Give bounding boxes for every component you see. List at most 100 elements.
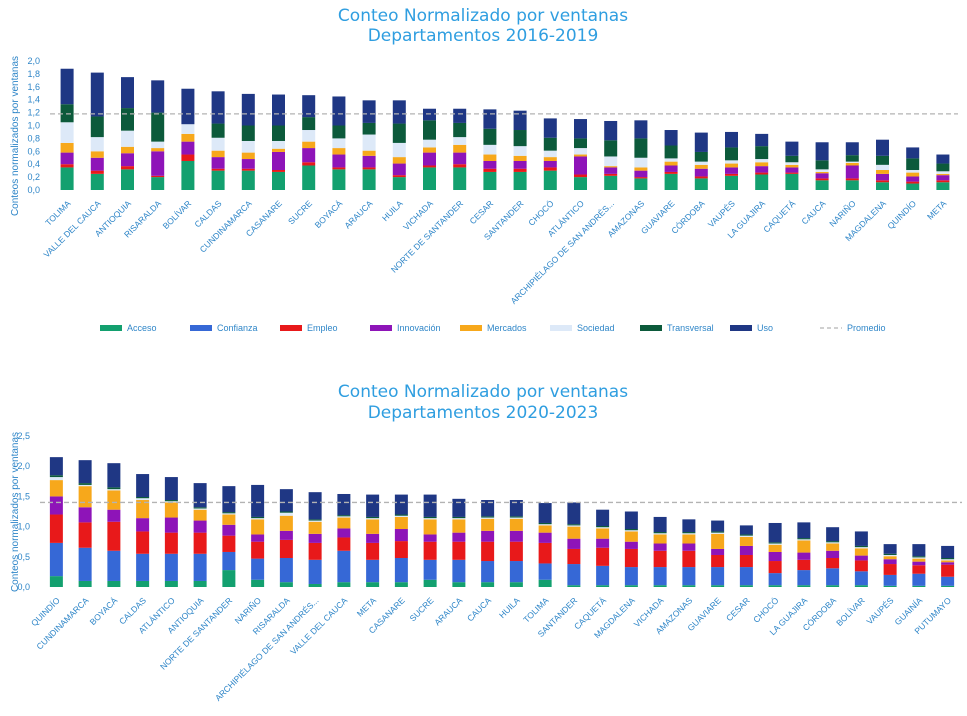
bar-uso-valle-del-cauca [337,493,351,516]
bar-transversal-guaviare [664,145,678,159]
bar-mercados-quindio [49,480,63,497]
bar-uso-huila [392,100,406,124]
legend-label-sociedad: Sociedad [577,323,615,333]
bar-innovacion-archipielago-de-san-andres [308,533,322,543]
bar-transversal-santander [567,524,581,526]
bar-sociedad-caldas [136,498,150,501]
bar-empleo-valle-del-cauca [90,170,104,174]
bar-empleo-boyaca [107,521,121,551]
bar-empleo-caqueta [596,547,610,566]
y-tick-label: 0,4 [27,159,40,169]
x-tick-label-meta: META [355,595,379,619]
bar-confianza-cordoba [826,568,840,586]
bar-innovacion-meta [936,175,950,181]
bar-empleo-santander [567,548,581,565]
x-tick-label-cauca: CAUCA [465,595,493,623]
bar-empleo-magdalena [876,180,889,183]
bar-acceso-la-guajira [797,585,811,587]
bar-mercados-cordoba [826,543,840,551]
bar-mercados-vaupes [883,556,897,560]
bar-confianza-cauca [481,561,495,583]
bar-innovacion-huila [509,530,523,542]
bar-innovacion-huila [392,163,406,176]
bar-acceso-meta [366,582,380,587]
bar-innovacion-caqueta [596,538,610,548]
bar-sociedad-amazonas [634,157,648,168]
bar-uso-tolima [60,68,74,105]
bar-transversal-huila [392,123,406,143]
bar-acceso-archipielago-de-san-andres [604,175,618,190]
bar-uso-cesar [739,525,753,535]
bar-acceso-santander [567,585,581,587]
bar-sociedad-arauca [452,518,466,520]
bar-empleo-cundinamarca [78,522,92,548]
bar-confianza-vaupes [883,574,897,586]
bar-sociedad-risaralda [151,141,165,149]
bar-sociedad-guainia [912,557,926,559]
bar-acceso-choco [768,585,782,587]
bar-confianza-guaviare [711,567,725,586]
y-tick-label: 0,5 [17,552,30,562]
bar-empleo-quindio [49,514,63,543]
bar-mercados-caldas [211,150,225,158]
legend-label-innovacion: Innovación [397,323,441,333]
x-tick-label-vaupes: VAUPÉS [865,595,896,626]
bar-sociedad-norte-de-santander [222,513,236,515]
bar-transversal-archipielago-de-san-andres [604,140,618,157]
bar-uso-putumayo [941,545,955,559]
bar-innovacion-antioquia [193,520,207,533]
bar-uso-boyaca [107,463,121,488]
bar-transversal-archipielago-de-san-andres [308,519,322,521]
bar-empleo-magdalena [624,548,638,568]
bar-empleo-cesar [483,168,497,172]
bar-acceso-caqueta [785,173,799,190]
bar-mercados-tolima [60,142,74,153]
bar-empleo-choco [543,167,557,171]
bar-transversal-valle-del-cauca [90,116,104,138]
bar-sociedad-casanare [272,140,285,149]
bar-acceso-atlantico [574,177,587,190]
bar-innovacion-vaupes [725,167,738,174]
bar-transversal-cordoba [694,151,708,162]
bar-empleo-amazonas [634,177,648,179]
bar-confianza-amazonas [682,567,696,586]
bar-innovacion-quindio [49,496,63,515]
bar-innovacion-arauca [452,532,466,542]
x-tick-label-arauca: ARAUCA [342,198,374,230]
bar-confianza-norte-de-santander [222,551,236,571]
bar-empleo-huila [509,541,523,562]
bar-transversal-vaupes [725,147,738,161]
bar-transversal-amazonas [634,138,648,158]
bar-innovacion-tolima [538,532,552,543]
bar-innovacion-narino [845,165,859,179]
bar-confianza-atlantico [164,553,178,581]
bar-mercados-la-guajira [755,162,769,167]
bar-confianza-arauca [452,559,466,583]
bar-innovacion-vichada [423,152,436,166]
bar-uso-norte-de-santander [453,108,467,123]
bar-confianza-huila [509,561,523,583]
bar-innovacion-choco [768,551,782,562]
bar-sociedad-caldas [211,137,225,151]
bar-acceso-norte-de-santander [222,570,236,587]
bar-acceso-sucre [423,579,437,587]
bar-innovacion-la-guajira [755,166,769,173]
x-tick-label-boyaca: BOYACÁ [88,595,120,627]
bar-mercados-boyaca [107,490,121,510]
bar-uso-santander [513,110,527,131]
bar-transversal-cesar [739,534,753,536]
bar-sociedad-guaviare [711,532,725,534]
bar-acceso-cesar [483,171,497,190]
bar-innovacion-guaviare [664,165,678,172]
x-tick-label-caqueta: CAQUETÁ [761,198,797,234]
bar-empleo-cesar [739,554,753,568]
bar-uso-meta [936,154,950,164]
bar-uso-antioquia [121,77,134,109]
bar-mercados-bolivar [181,133,195,142]
bar-uso-amazonas [682,519,696,533]
bar-sociedad-tolima [60,122,74,143]
bar-transversal-cordoba [826,541,840,543]
bar-uso-meta [366,494,380,517]
bar-innovacion-vichada [653,543,667,551]
